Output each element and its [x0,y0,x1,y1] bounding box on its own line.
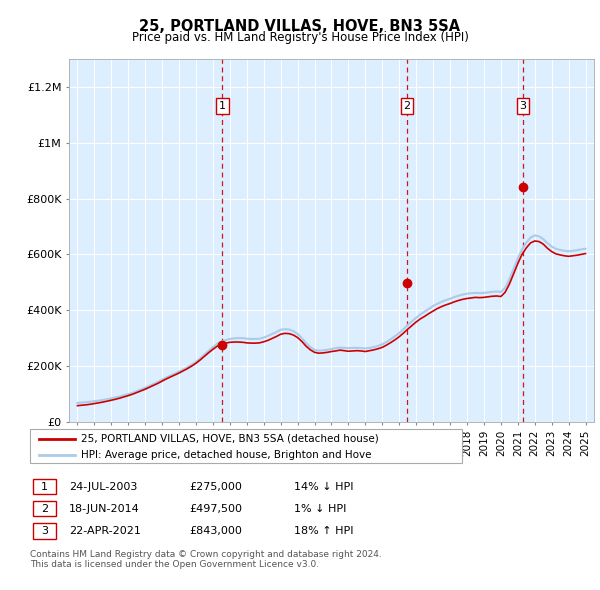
Text: 14% ↓ HPI: 14% ↓ HPI [294,482,353,491]
Text: 25, PORTLAND VILLAS, HOVE, BN3 5SA: 25, PORTLAND VILLAS, HOVE, BN3 5SA [139,19,461,34]
Text: 3: 3 [520,101,527,111]
Text: Price paid vs. HM Land Registry's House Price Index (HPI): Price paid vs. HM Land Registry's House … [131,31,469,44]
Text: £497,500: £497,500 [189,504,242,513]
Text: 18% ↑ HPI: 18% ↑ HPI [294,526,353,536]
Text: This data is licensed under the Open Government Licence v3.0.: This data is licensed under the Open Gov… [30,559,319,569]
Text: HPI: Average price, detached house, Brighton and Hove: HPI: Average price, detached house, Brig… [81,450,371,460]
Text: 2: 2 [403,101,410,111]
Text: 22-APR-2021: 22-APR-2021 [69,526,141,536]
Text: 1: 1 [219,101,226,111]
Text: £843,000: £843,000 [189,526,242,536]
Text: 3: 3 [41,526,48,536]
Text: 1: 1 [41,482,48,491]
Text: 18-JUN-2014: 18-JUN-2014 [69,504,140,513]
Text: 25, PORTLAND VILLAS, HOVE, BN3 5SA (detached house): 25, PORTLAND VILLAS, HOVE, BN3 5SA (deta… [81,434,379,444]
Text: 2: 2 [41,504,48,513]
Text: Contains HM Land Registry data © Crown copyright and database right 2024.: Contains HM Land Registry data © Crown c… [30,550,382,559]
Text: £275,000: £275,000 [189,482,242,491]
Text: 24-JUL-2003: 24-JUL-2003 [69,482,137,491]
Text: 1% ↓ HPI: 1% ↓ HPI [294,504,346,513]
